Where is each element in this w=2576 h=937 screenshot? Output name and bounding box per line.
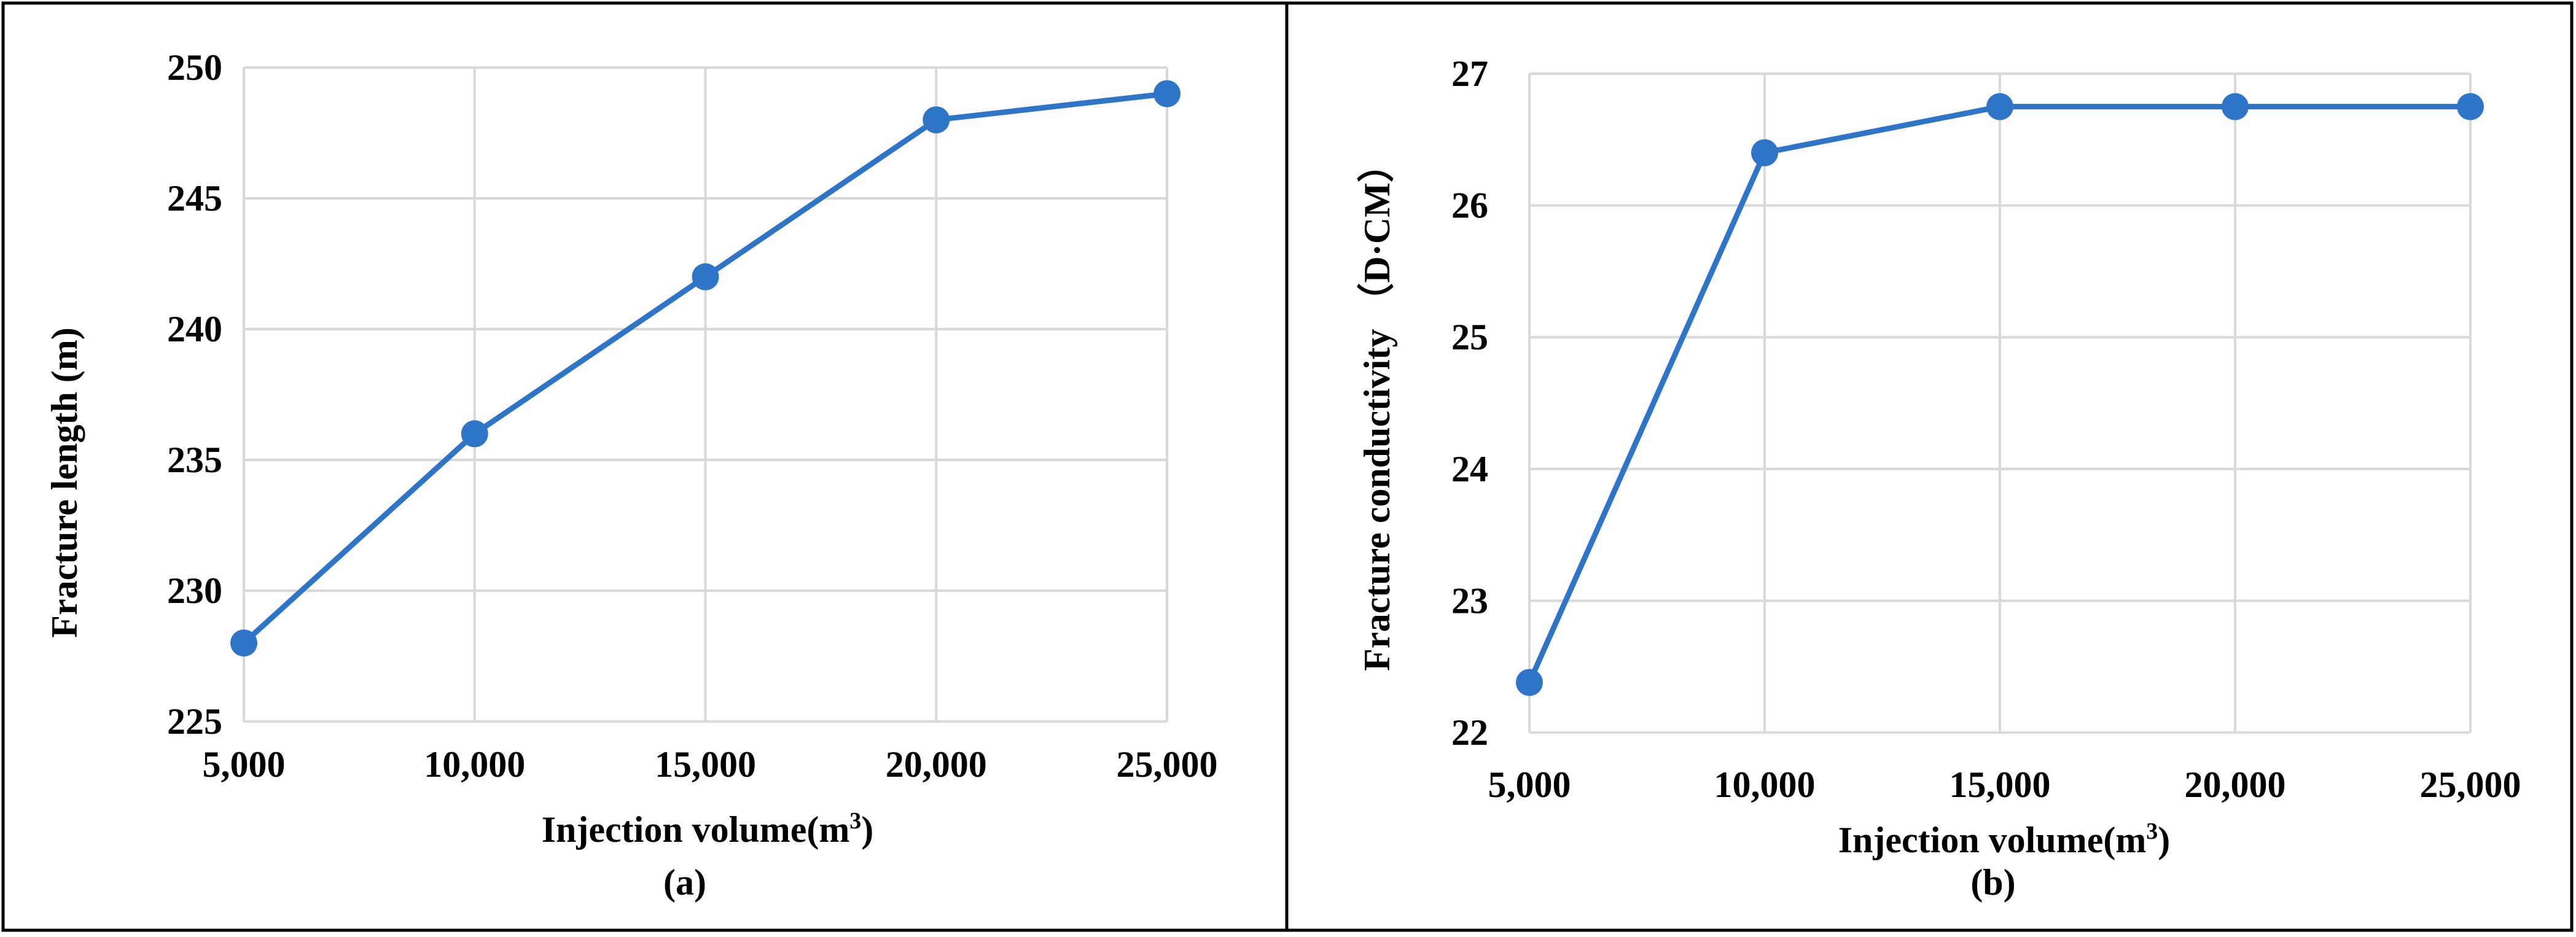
- x-tick-label: 20,000: [2185, 764, 2286, 805]
- chart-b-caption: (b): [1970, 862, 2015, 903]
- chart-b-x-tick-labels: 5,000 10,000 15,000 20,000 25,000: [1488, 764, 2521, 805]
- x-tick-label: 10,000: [1714, 764, 1816, 805]
- y-tick-label: 23: [1451, 580, 1488, 621]
- y-tick-label: 22: [1451, 712, 1488, 753]
- x-tick-label: 25,000: [1117, 744, 1218, 785]
- data-point: [1751, 139, 1778, 166]
- y-tick-label: 25: [1451, 317, 1488, 357]
- y-tick-label: 245: [167, 178, 222, 219]
- chart-a-x-tick-labels: 5,000 10,000 15,000 20,000 25,000: [203, 744, 1218, 785]
- x-tick-label: 15,000: [1950, 764, 2051, 805]
- y-tick-label: 225: [167, 701, 222, 742]
- chart-b: 22 23 24 25 26 27 5,000 10,000 15,000 20,000 25,0…: [1356, 53, 2521, 903]
- x-tick-label: 25,000: [2420, 764, 2521, 805]
- y-tick-label: 250: [167, 47, 222, 88]
- data-point: [1986, 93, 2013, 120]
- data-point: [230, 629, 257, 657]
- data-point: [2222, 93, 2249, 120]
- x-tick-label: 15,000: [655, 744, 756, 785]
- chart-a-y-axis-title: Fracture length (m): [44, 327, 85, 637]
- data-point: [1153, 80, 1181, 107]
- y-tick-label: 24: [1451, 449, 1488, 489]
- y-tick-label: 27: [1451, 53, 1488, 94]
- chart-a-gridlines: [243, 66, 1168, 723]
- y-tick-label: 235: [167, 440, 222, 480]
- chart-b-gridlines: [1528, 72, 2472, 734]
- chart-a-y-tick-labels: 225 230 235 240 245 250: [167, 47, 222, 742]
- panel-b-frame: [1285, 1, 2574, 932]
- x-tick-label: 5,000: [203, 744, 286, 785]
- chart-b-y-tick-labels: 22 23 24 25 26 27: [1451, 53, 1488, 753]
- data-point: [1516, 669, 1543, 696]
- data-point: [461, 420, 488, 448]
- x-tick-label: 5,000: [1488, 764, 1571, 805]
- x-tick-label: 20,000: [886, 744, 987, 785]
- y-tick-label: 240: [167, 309, 222, 349]
- chart-a: 225 230 235 240 245 250 5,000 10,000 15,000 20,0…: [44, 47, 1218, 903]
- data-point: [923, 106, 950, 134]
- chart-a-data-points: [230, 80, 1181, 657]
- chart-a-x-axis-title: Injection volume(m3): [542, 808, 874, 850]
- chart-b-x-axis-title: Injection volume(m3): [1838, 818, 2171, 860]
- chart-b-y-axis-title: Fracture conductivity （D·CM）: [1356, 146, 1397, 671]
- chart-b-data-points: [1516, 93, 2484, 696]
- y-tick-label: 26: [1451, 185, 1488, 226]
- data-point: [2457, 93, 2484, 120]
- y-tick-label: 230: [167, 570, 222, 611]
- data-point: [692, 263, 719, 290]
- chart-a-caption: (a): [663, 862, 706, 903]
- x-tick-label: 10,000: [424, 744, 525, 785]
